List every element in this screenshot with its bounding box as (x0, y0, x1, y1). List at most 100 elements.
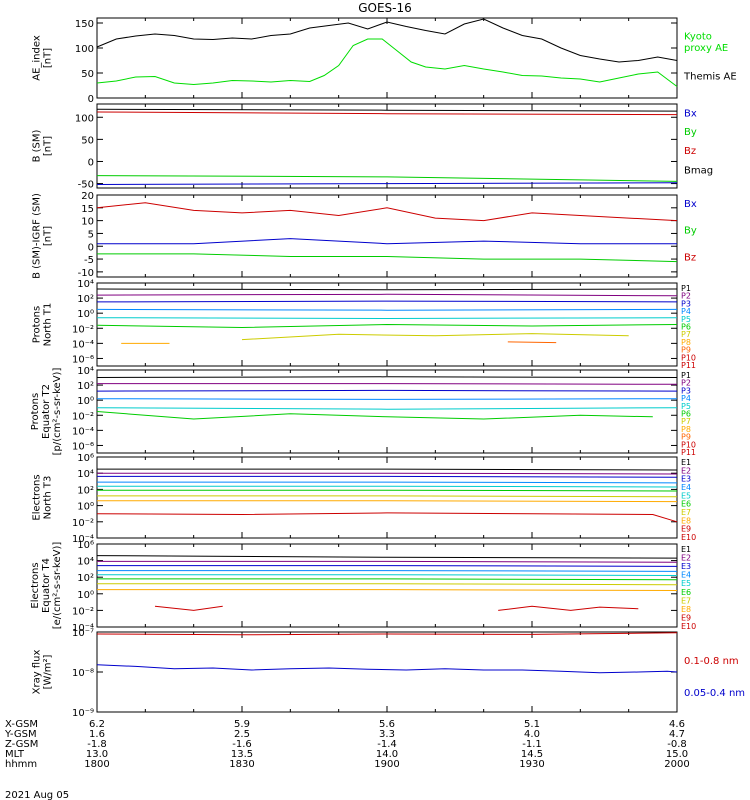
series-by (97, 253, 678, 263)
orbit-cell: 5.9 (234, 719, 250, 730)
legend-entry: P3 (681, 299, 691, 308)
legend-entry: P8 (681, 338, 691, 347)
legend-entry: P10 (681, 440, 696, 449)
legend-entry: E2 (681, 554, 691, 563)
orbit-cell: 2000 (664, 759, 689, 770)
legend-entry: Bz (684, 253, 696, 264)
orbit-cell: -0.8 (667, 739, 687, 750)
y-tick-label: 10⁰ (77, 502, 94, 513)
y-tick-label: 10² (77, 294, 94, 305)
series-e2 (97, 472, 678, 475)
legend-entry: E8 (681, 605, 691, 614)
series-by (96, 175, 678, 182)
orbit-cell: 5.6 (379, 719, 395, 730)
series-e4 (97, 481, 678, 484)
y-tick-label: 100 (75, 113, 94, 124)
legend-entry: P5 (681, 402, 691, 411)
series-e8 (97, 500, 678, 503)
legend-entry: P8 (681, 425, 691, 434)
legend-entry: P3 (681, 386, 691, 395)
series-bx (96, 182, 678, 185)
series-bz (96, 202, 678, 222)
orbit-row-label: Z-GSM (5, 739, 38, 750)
y-tick-label: 10⁻⁹ (72, 708, 94, 719)
panel-p_t1: 10⁴ 10² 10⁰ 10⁻² 10⁻⁴ 10⁻⁶ Protons North T1 P1P2… (32, 279, 697, 370)
legend-entry: E2 (681, 466, 691, 475)
series-e7 (97, 495, 678, 498)
legend-entry: P11 (681, 448, 696, 457)
legend-entry: E4 (681, 483, 691, 492)
y-tick-label: 10⁴ (77, 557, 94, 568)
y-tick-label: -5 (84, 255, 94, 266)
series-p2 (96, 293, 678, 297)
series-e6 (97, 489, 678, 492)
y-tick-label: 10⁻² (72, 606, 94, 617)
legend-entry: E10 (681, 622, 696, 631)
legend-entry: E5 (681, 579, 691, 588)
series-e6 (97, 578, 678, 581)
series-e9 (154, 605, 223, 611)
y-tick-label: 10⁶ (77, 453, 94, 464)
series-e3 (97, 565, 678, 567)
y-axis-label: Electrons (30, 562, 41, 608)
orbit-cell: 1.6 (89, 729, 105, 740)
y-tick-label: 15 (81, 204, 94, 215)
legend-entry: 0.05-0.4 nm (684, 688, 745, 699)
legend-entry: Bz (684, 146, 696, 157)
panel-bsm: -50 0 50 100 B (SM) [nT] Bx By Bz Bmag (32, 103, 713, 191)
legend-entry: P1 (681, 371, 691, 380)
series-e2 (97, 560, 678, 563)
series-p3 (96, 389, 678, 392)
legend-entry: E9 (681, 613, 691, 622)
orbit-cell: 4.6 (669, 719, 685, 730)
y-tick-label: 10⁰ (77, 396, 94, 407)
orbit-cell: 1930 (519, 759, 544, 770)
series-e1 (96, 555, 678, 559)
y-axis-label: Equator T4 (41, 558, 52, 613)
series-0-05-0-4-nm (96, 664, 678, 674)
y-tick-label: 100 (75, 44, 94, 55)
y-tick-label: 150 (75, 19, 94, 30)
y-axis-label: [p/(cm²-s-sr-keV)] (52, 368, 63, 456)
chart-title: GOES-16 (358, 1, 412, 15)
orbit-cell: 13.0 (86, 749, 108, 760)
y-tick-label: 10⁻⁷ (72, 628, 94, 639)
panel-frame (96, 103, 678, 189)
legend-entry: E7 (681, 596, 691, 605)
orbit-cell: -1.1 (522, 739, 542, 750)
y-tick-label: 20 (81, 191, 94, 202)
series-p6 (96, 323, 678, 329)
y-tick-label: 10⁶ (77, 540, 94, 551)
legend-entry: E6 (681, 588, 691, 597)
series-p2 (97, 383, 678, 385)
legend-entry: Bx (684, 199, 697, 210)
series-bx (97, 238, 677, 245)
y-axis-label: [nT] (43, 226, 54, 246)
series-e5 (97, 485, 678, 488)
series-themis-ae (96, 18, 678, 63)
orbit-cell: 2.5 (234, 729, 250, 740)
y-axis-label: B (SM)-IGRF (SM) (32, 193, 43, 279)
y-tick-label: 5 (88, 229, 94, 240)
y-tick-label: 50 (81, 135, 94, 146)
legend-entry: E10 (681, 533, 696, 542)
orbit-cell: 15.0 (666, 749, 688, 760)
series-p4 (96, 398, 678, 400)
y-tick-label: 10⁻² (72, 324, 94, 335)
series-e10 (498, 605, 639, 611)
y-tick-label: 10⁻⁴ (72, 426, 94, 437)
series-e9 (96, 512, 678, 523)
series-0-1-0-8-nm (96, 632, 678, 636)
legend-entry: Kyoto (684, 32, 712, 43)
series-e8 (97, 589, 678, 591)
legend-entry: P6 (681, 410, 691, 419)
legend-entry: E3 (681, 562, 691, 571)
legend-entry: P10 (681, 353, 696, 362)
legend-entry: P9 (681, 346, 691, 355)
legend-entry: Themis AE (683, 72, 737, 83)
legend-entry: P2 (681, 292, 691, 301)
legend-entry: E9 (681, 525, 691, 534)
legend-entry: By (684, 127, 697, 138)
